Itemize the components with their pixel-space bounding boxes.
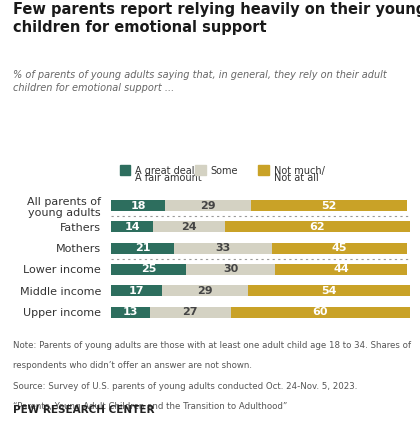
Text: 18: 18 (130, 201, 146, 210)
Text: 54: 54 (321, 286, 337, 296)
Text: Not at all: Not at all (274, 173, 319, 183)
Bar (272, 243, 407, 253)
Text: 29: 29 (200, 201, 216, 210)
Text: Note: Parents of young adults are those with at least one adult child age 18 to : Note: Parents of young adults are those … (13, 341, 411, 350)
Text: “Parents, Young Adult Children and the Transition to Adulthood”: “Parents, Young Adult Children and the T… (13, 402, 287, 411)
Text: 27: 27 (183, 307, 198, 317)
Text: 17: 17 (129, 286, 144, 296)
Bar (111, 285, 162, 296)
Bar (252, 200, 407, 211)
Text: 33: 33 (215, 243, 231, 253)
Text: Few parents report relying heavily on their young adult
children for emotional s: Few parents report relying heavily on th… (13, 2, 420, 35)
Text: A fair amount: A fair amount (135, 173, 202, 183)
Text: 60: 60 (312, 307, 328, 317)
Text: 21: 21 (135, 243, 150, 253)
Text: 30: 30 (223, 265, 238, 274)
Text: 44: 44 (333, 265, 349, 274)
Text: 62: 62 (309, 222, 325, 232)
Text: 14: 14 (124, 222, 140, 232)
Bar (111, 222, 153, 232)
Text: 24: 24 (181, 222, 197, 232)
Text: Source: Survey of U.S. parents of young adults conducted Oct. 24-Nov. 5, 2023.: Source: Survey of U.S. parents of young … (13, 382, 357, 391)
Text: 25: 25 (141, 265, 156, 274)
Bar (186, 264, 276, 275)
Text: 13: 13 (123, 307, 138, 317)
Text: respondents who didn’t offer an answer are not shown.: respondents who didn’t offer an answer a… (13, 361, 252, 370)
Bar (231, 307, 410, 318)
Bar (162, 285, 249, 296)
Text: 29: 29 (197, 286, 213, 296)
Bar (276, 264, 407, 275)
Text: PEW RESEARCH CENTER: PEW RESEARCH CENTER (13, 406, 154, 415)
Bar (153, 222, 225, 232)
Bar (111, 200, 165, 211)
Bar (111, 243, 174, 253)
Text: 45: 45 (332, 243, 347, 253)
Bar (174, 243, 272, 253)
Bar (111, 307, 150, 318)
Bar (111, 264, 186, 275)
Bar (225, 222, 410, 232)
Text: 52: 52 (321, 201, 337, 210)
Bar (150, 307, 231, 318)
Bar (165, 200, 252, 211)
Bar (249, 285, 410, 296)
Text: Not much/: Not much/ (274, 166, 325, 176)
Text: A great deal/: A great deal/ (135, 166, 198, 176)
Text: % of parents of young adults saying that, in general, they rely on their adult
c: % of parents of young adults saying that… (13, 70, 386, 93)
Text: Some: Some (211, 166, 238, 176)
